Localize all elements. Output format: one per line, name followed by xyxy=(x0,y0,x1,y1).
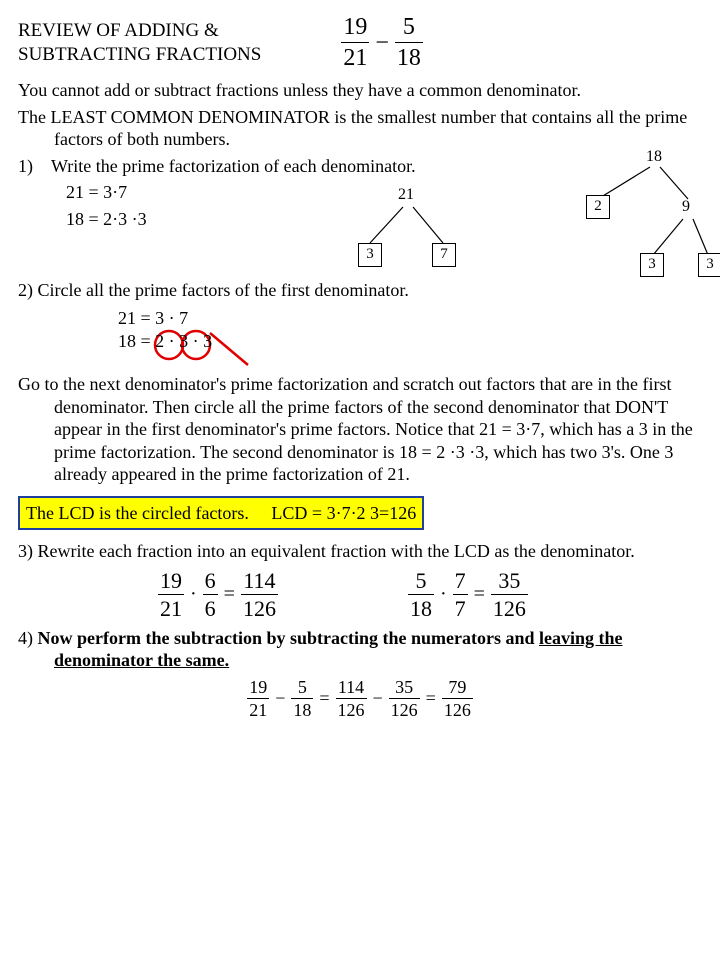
explain-para: Go to the next denominator's prime facto… xyxy=(18,373,702,486)
intro-2: The LEAST COMMON DENOMINATOR is the smal… xyxy=(18,106,702,151)
conversion-row: 1921 · 66 = 114126 518 · 77 = 35126 xyxy=(18,567,702,623)
cl-rn: 114 xyxy=(241,567,278,596)
f4d: 126 xyxy=(389,699,420,722)
main-expression: 1921 − 518 xyxy=(341,12,423,73)
lcd-highlight: The LCD is the circled factors. LCD = 3·… xyxy=(18,496,424,531)
f2d: 18 xyxy=(291,699,313,722)
t18-root: 18 xyxy=(646,147,662,167)
mf-a-num: 19 xyxy=(341,12,369,43)
cr-bn: 7 xyxy=(453,567,468,596)
mf-op: − xyxy=(375,28,389,58)
cl-eq: = xyxy=(224,582,235,607)
fo3: − xyxy=(373,687,383,710)
intro-1: You cannot add or subtract fractions unl… xyxy=(18,79,702,102)
mf-b-den: 18 xyxy=(395,43,423,73)
cl-dot: · xyxy=(190,582,197,607)
f5d: 126 xyxy=(442,699,473,722)
cr-eq: = xyxy=(474,582,485,607)
cl-an: 19 xyxy=(158,567,184,596)
t18-r: 9 xyxy=(682,197,690,217)
cl-rd: 126 xyxy=(241,595,278,623)
t18-l: 2 xyxy=(586,195,610,219)
title-l2: SUBTRACTING FRACTIONS xyxy=(18,44,261,65)
fo2: = xyxy=(319,687,329,710)
cr-dot: · xyxy=(440,582,447,607)
s4a: 4) xyxy=(18,628,38,648)
step4-label: 4) Now perform the subtraction by subtra… xyxy=(18,627,702,672)
page-title: REVIEW OF ADDING & SUBTRACTING FRACTIONS xyxy=(18,19,261,67)
header-row: REVIEW OF ADDING & SUBTRACTING FRACTIONS… xyxy=(18,12,702,73)
f1n: 19 xyxy=(247,676,269,700)
step3-label: 3) Rewrite each fraction into an equival… xyxy=(18,540,702,563)
factor-tree-21: 21 3 7 xyxy=(348,185,468,275)
final-equation: 1921 − 518 = 114126 − 35126 = 79126 xyxy=(18,676,702,722)
f1d: 21 xyxy=(247,699,269,722)
fo1: − xyxy=(275,687,285,710)
cr-bd: 7 xyxy=(453,595,468,623)
cr-rd: 126 xyxy=(491,595,528,623)
cl-ad: 21 xyxy=(158,595,184,623)
cr-rn: 35 xyxy=(491,567,528,596)
cr-an: 5 xyxy=(408,567,434,596)
t21-right: 7 xyxy=(432,243,456,267)
t21-left: 3 xyxy=(358,243,382,267)
f3n: 114 xyxy=(336,676,367,700)
conv-right: 518 · 77 = 35126 xyxy=(408,567,528,623)
t21-root: 21 xyxy=(398,185,414,205)
conv-left: 1921 · 66 = 114126 xyxy=(158,567,278,623)
title-l1: REVIEW OF ADDING & xyxy=(18,20,219,41)
f3d: 126 xyxy=(336,699,367,722)
factor-tree-18: 18 2 9 3 3 xyxy=(558,147,718,287)
f2n: 5 xyxy=(291,676,313,700)
f5n: 79 xyxy=(442,676,473,700)
cr-ad: 18 xyxy=(408,595,434,623)
mf-a-den: 21 xyxy=(341,43,369,73)
s4b: Now perform the subtraction by subtracti… xyxy=(38,628,539,648)
circled-b: 18 = 2 · 3 · 3 xyxy=(118,330,702,353)
t18-rl: 3 xyxy=(640,253,664,277)
fo4: = xyxy=(426,687,436,710)
mf-b-num: 5 xyxy=(395,12,423,43)
t18-rr: 3 xyxy=(698,253,720,277)
cl-bd: 6 xyxy=(203,595,218,623)
f4n: 35 xyxy=(389,676,420,700)
circled-a: 21 = 3 · 7 xyxy=(118,307,702,330)
circled-factors: 21 = 3 · 7 18 = 2 · 3 · 3 xyxy=(18,307,702,363)
cl-bn: 6 xyxy=(203,567,218,596)
